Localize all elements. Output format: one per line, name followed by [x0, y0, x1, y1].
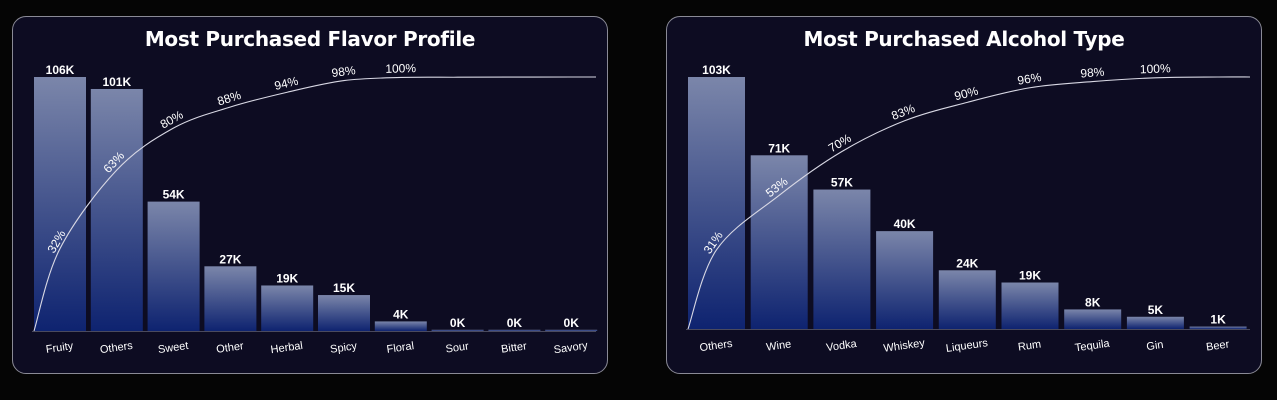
- bar: [1001, 282, 1059, 329]
- bar: [938, 270, 996, 329]
- flavor-profile-chart: 106K Fruity 101K Others 54K Sweet 27K Other 19K H…: [32, 61, 598, 357]
- bar-value-label: 8K: [1085, 295, 1101, 309]
- bar-value-label: 27K: [219, 252, 241, 266]
- x-tick-label: Liqueurs: [945, 337, 989, 355]
- x-tick-label: Spicy: [329, 340, 358, 356]
- bar-value-label: 54K: [163, 188, 185, 202]
- bar-value-label: 15K: [333, 281, 355, 295]
- x-tick-label: Sweet: [157, 340, 189, 356]
- x-tick-label: Wine: [766, 338, 792, 353]
- bar: [261, 285, 314, 331]
- x-tick-label: Beer: [1205, 338, 1230, 353]
- x-tick-label: Vodka: [825, 338, 858, 354]
- bar-value-label: 0K: [507, 316, 523, 330]
- chart-title: Most Purchased Alcohol Type: [803, 27, 1125, 51]
- x-tick-label: Sour: [445, 340, 470, 355]
- x-tick-label: Whiskey: [883, 337, 926, 355]
- bar-value-label: 57K: [831, 176, 853, 190]
- bar-value-label: 103K: [702, 63, 731, 77]
- chart-title: Most Purchased Flavor Profile: [144, 27, 476, 51]
- x-tick-label: Tequila: [1074, 338, 1111, 355]
- x-tick-label: Other: [216, 340, 245, 356]
- bar: [488, 329, 541, 331]
- bar: [374, 321, 427, 331]
- x-tick-label: Others: [699, 338, 734, 355]
- cumulative-percent-label: 94%: [273, 74, 300, 93]
- cumulative-percent-label: 98%: [1080, 65, 1105, 81]
- bar-value-label: 19K: [276, 271, 298, 285]
- bar-value-label: 0K: [564, 316, 580, 330]
- bar: [545, 329, 598, 331]
- bar: [204, 266, 257, 331]
- bar-value-label: 106K: [46, 63, 75, 77]
- bar: [1064, 309, 1122, 329]
- x-tick-label: Gin: [1146, 339, 1165, 353]
- bar: [876, 231, 934, 329]
- cumulative-percent-label: 80%: [158, 107, 186, 131]
- cumulative-percent-label: 100%: [1140, 61, 1172, 76]
- cumulative-percent-label: 100%: [385, 61, 416, 76]
- bar-value-label: 101K: [102, 75, 131, 89]
- cumulative-percent-label: 88%: [216, 88, 243, 109]
- cumulative-line: [687, 76, 1251, 330]
- bar-value-label: 4K: [393, 307, 409, 321]
- x-tick-label: Floral: [386, 340, 415, 356]
- bar: [90, 88, 143, 331]
- x-tick-label: Rum: [1017, 338, 1042, 353]
- bar: [688, 77, 745, 329]
- bar-value-label: 24K: [956, 256, 978, 270]
- x-tick-label: Bitter: [500, 340, 527, 356]
- alcohol-type-chart: 103K Others 71K Wine 57K Vodka 40K Whiskey 24K Li…: [686, 61, 1251, 355]
- x-tick-label: Fruity: [45, 340, 74, 356]
- flavor-profile-card: Most Purchased Flavor Profile 106K Fruity…: [12, 16, 608, 374]
- bar-value-label: 5K: [1148, 303, 1164, 317]
- bar: [431, 329, 484, 331]
- bar-value-label: 19K: [1019, 269, 1041, 283]
- alcohol-type-card: Most Purchased Alcohol Type 103K Others 71…: [666, 16, 1262, 374]
- bar-value-label: 40K: [894, 217, 916, 231]
- x-tick-label: Herbal: [270, 340, 304, 356]
- bar: [1189, 326, 1247, 329]
- bar: [34, 77, 86, 331]
- x-tick-label: Savory: [553, 340, 589, 357]
- bar: [318, 295, 370, 331]
- cumulative-percent-label: 83%: [889, 101, 917, 123]
- cumulative-percent-label: 70%: [826, 131, 854, 155]
- bar: [813, 189, 871, 329]
- cumulative-line: [33, 76, 597, 332]
- bar-value-label: 71K: [768, 141, 790, 155]
- bar: [147, 201, 200, 331]
- bar: [1126, 316, 1184, 329]
- x-tick-label: Others: [99, 340, 134, 357]
- bar: [750, 155, 808, 329]
- bar-value-label: 1K: [1210, 313, 1226, 327]
- bar-value-label: 0K: [450, 316, 466, 330]
- cumulative-percent-label: 90%: [953, 84, 980, 104]
- cumulative-percent-label: 96%: [1016, 70, 1042, 88]
- cumulative-percent-label: 98%: [331, 63, 357, 80]
